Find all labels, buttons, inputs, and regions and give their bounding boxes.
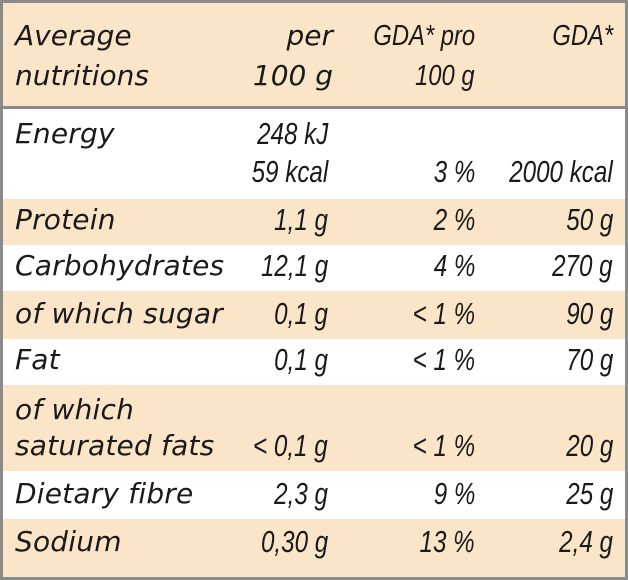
value-kcal: 59 kcal bbox=[251, 154, 328, 189]
row-value: 0,1 g bbox=[274, 296, 328, 331]
row-label: Fat bbox=[15, 343, 60, 376]
row-label: Protein bbox=[15, 203, 116, 236]
row-gda-percent: 13 % bbox=[419, 524, 475, 559]
header-per-line1: per bbox=[286, 19, 333, 52]
row-label: Energy bbox=[15, 117, 115, 150]
row-gda: 90 g bbox=[565, 296, 613, 331]
gda-percent: 3 % bbox=[433, 154, 475, 189]
row-gda-percent: 9 % bbox=[433, 476, 475, 511]
row-gda: 25 g bbox=[565, 476, 613, 511]
row-value: < 0,1 g bbox=[253, 428, 328, 463]
table-row-protein: Protein 1,1 g 2 % 50 g bbox=[3, 199, 625, 245]
row-gda-percent: < 1 % bbox=[412, 428, 475, 463]
header-gda-per-line1: GDA* pro bbox=[373, 20, 475, 52]
row-gda-percent: < 1 % bbox=[412, 342, 475, 377]
row-value: 2,3 g bbox=[274, 476, 328, 511]
row-value: 0,1 g bbox=[274, 342, 328, 377]
gda-value: 2000 kcal bbox=[509, 154, 613, 189]
row-label: Sodium bbox=[15, 525, 122, 558]
value-kj: 248 kJ bbox=[256, 116, 328, 151]
row-gda: 2,4 g bbox=[559, 524, 613, 559]
table-header: Average nutritions per 100 g GDA* pro 10… bbox=[3, 3, 625, 106]
row-gda: 50 g bbox=[565, 202, 613, 237]
header-per-line2: 100 g bbox=[252, 59, 333, 92]
table-row-fat: Fat 0,1 g < 1 % 70 g bbox=[3, 339, 625, 385]
row-label: Carbohydrates bbox=[15, 249, 225, 282]
row-gda: 270 g bbox=[552, 248, 613, 283]
header-divider bbox=[3, 106, 625, 109]
row-value: 12,1 g bbox=[260, 248, 328, 283]
header-gda-per-line2: 100 g bbox=[415, 60, 475, 92]
row-value: 1,1 g bbox=[274, 202, 328, 237]
row-gda: 70 g bbox=[565, 342, 613, 377]
row-label: of which sugar bbox=[15, 297, 223, 330]
row-gda-percent: < 1 % bbox=[412, 296, 475, 331]
row-gda-percent: 2 % bbox=[433, 202, 475, 237]
row-label: Dietary fibre bbox=[15, 477, 194, 510]
table-row-sugar: of which sugar 0,1 g < 1 % 90 g bbox=[3, 291, 625, 339]
header-gda: GDA* bbox=[552, 20, 613, 52]
row-label-line1: of which bbox=[15, 393, 135, 426]
row-gda-percent: 4 % bbox=[433, 248, 475, 283]
row-label-line2: saturated fats bbox=[15, 429, 215, 462]
table-row-energy: Energy 248 kJ 59 kcal 3 % 2000 kcal bbox=[3, 109, 625, 199]
header-nutritions-line2: nutritions bbox=[15, 59, 149, 92]
header-nutritions-line1: Average bbox=[15, 19, 132, 52]
row-gda: 20 g bbox=[565, 428, 613, 463]
row-value: 0,30 g bbox=[260, 524, 328, 559]
table-row-saturated-fats: of which saturated fats < 0,1 g < 1 % 20… bbox=[3, 385, 625, 471]
table-row-carbohydrates: Carbohydrates 12,1 g 4 % 270 g bbox=[3, 245, 625, 291]
table-row-sodium: Sodium 0,30 g 13 % 2,4 g bbox=[3, 519, 625, 577]
table-row-dietary-fibre: Dietary fibre 2,3 g 9 % 25 g bbox=[3, 471, 625, 519]
